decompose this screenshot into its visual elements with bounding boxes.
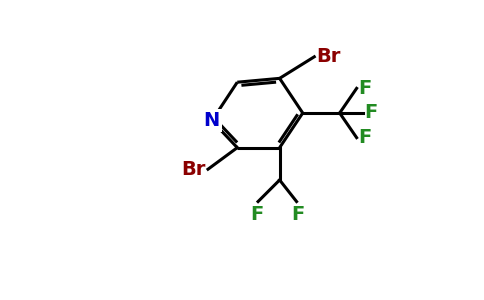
Text: F: F <box>291 205 305 224</box>
Text: Br: Br <box>317 47 341 66</box>
Text: N: N <box>204 111 220 130</box>
Text: F: F <box>250 205 263 224</box>
Text: F: F <box>358 128 371 147</box>
Text: F: F <box>364 103 378 122</box>
Text: F: F <box>358 79 371 98</box>
Text: Br: Br <box>182 160 206 179</box>
